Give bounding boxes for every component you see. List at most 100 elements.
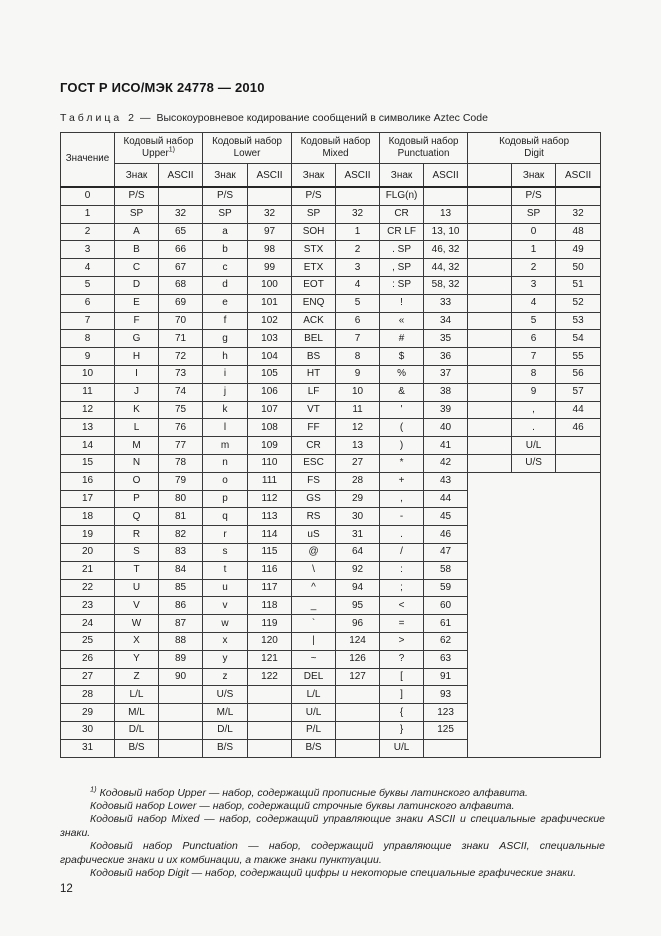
- table-cell: E: [114, 293, 159, 313]
- table-cell: [247, 185, 293, 206]
- table-cell: 50: [555, 258, 602, 277]
- table-cell: 45: [423, 507, 469, 527]
- table-row: 24 W 87 w 119 ` 96 = 61: [60, 614, 601, 633]
- table-cell: STX: [291, 240, 337, 260]
- table-cell: BEL: [291, 329, 337, 349]
- table-cell: Z: [114, 667, 159, 687]
- value-cell: 30: [60, 720, 115, 740]
- value-cell: 0: [60, 185, 115, 206]
- table-cell: [157, 738, 204, 758]
- table-cell: U/L: [291, 703, 337, 722]
- table-cell: 9: [335, 364, 381, 384]
- table-cell: L/L: [291, 685, 337, 705]
- table-cell: FLG(n): [379, 185, 425, 206]
- table-cell: 60: [423, 596, 469, 616]
- table-cell: 1: [335, 222, 381, 242]
- table-row: 13 L 76 l 108 FF 12(40. 46: [60, 418, 602, 438]
- table-cell: L/L: [114, 685, 159, 705]
- table-cell: W: [114, 614, 159, 633]
- table-row: 5 D 68 d 100 EOT 4: SP 58, 32 3 51: [60, 275, 602, 295]
- table-cell: [467, 453, 513, 473]
- table-cell: i: [202, 364, 249, 384]
- table-cell: [467, 364, 513, 384]
- table-cell: ,: [379, 489, 425, 509]
- table-cell: 36: [423, 347, 469, 366]
- table-cell: 78: [157, 453, 204, 473]
- value-cell: 20: [60, 542, 115, 562]
- table-cell: :: [379, 560, 425, 580]
- table-cell: ): [379, 436, 425, 455]
- table-cell: 89: [157, 649, 204, 669]
- table-cell: u: [202, 578, 249, 598]
- table-cell: D/L: [114, 720, 159, 740]
- table-cell: ~: [291, 649, 337, 669]
- footnote-punctuation: Кодовый набор Punctuation — набор, содер…: [60, 840, 605, 866]
- table-cell: `: [291, 614, 337, 633]
- value-cell: 29: [60, 703, 115, 722]
- table-row: 6 E 69 e 101 ENQ 5! 33 4 52: [60, 293, 602, 313]
- table-cell: 98: [247, 240, 293, 260]
- upper-footnote-marker: 1): [168, 146, 175, 154]
- table-cell: 115: [247, 542, 293, 562]
- table-cell: 44: [555, 400, 602, 420]
- table-cell: 77: [157, 436, 204, 455]
- group-upper-line2: Upper1): [142, 146, 175, 159]
- table-cell: 125: [423, 720, 469, 740]
- table-cell: o: [202, 471, 249, 491]
- table-cell: P/S: [511, 185, 557, 206]
- group-lower-line2: Lower: [233, 148, 261, 159]
- table-cell: O: [114, 471, 159, 491]
- table-row: 11 J 74 j 106 LF 10 & 38 9 57: [60, 382, 602, 402]
- table-cell: [467, 436, 513, 455]
- table-cell: r: [202, 525, 249, 544]
- table-cell: %: [379, 364, 425, 384]
- table-row: 0 P/S P/S P/S FLG(n) P/S: [60, 185, 602, 206]
- table-cell: [157, 185, 204, 206]
- table-cell: 126: [335, 649, 381, 669]
- table-cell: «: [379, 311, 425, 331]
- table-cell: [467, 240, 513, 260]
- table-cell: [157, 685, 204, 705]
- table-cell: [335, 185, 381, 206]
- table-cell: 51: [555, 275, 602, 295]
- table-cell: Q: [114, 507, 159, 527]
- table-cell: [335, 685, 381, 705]
- table-cell: 111: [247, 471, 293, 491]
- footnote-digit: Кодовый набор Digit — набор, содержащий …: [90, 866, 577, 879]
- table-cell: [467, 382, 513, 402]
- table-cell: A: [114, 222, 159, 242]
- table-cell: 7: [335, 329, 381, 349]
- table-cell: Y: [114, 649, 159, 669]
- table-cell: 72: [157, 347, 204, 366]
- table-row: 8 G 71 g 103 BEL 7 #35 6 54: [60, 329, 602, 349]
- table-cell: 41: [423, 436, 469, 455]
- value-column-header: Значение: [60, 132, 115, 188]
- table-cell: HT: [291, 364, 337, 384]
- table-cell: DEL: [291, 667, 337, 687]
- table-cell: [555, 453, 602, 473]
- table-cell: 92: [335, 560, 381, 580]
- table-cell: 32: [157, 204, 204, 224]
- table-caption-label: Таблица 2: [60, 112, 137, 124]
- table-cell: ACK: [291, 311, 337, 331]
- table-cell: [157, 720, 204, 740]
- table-cell: H: [114, 347, 159, 366]
- value-cell: 27: [60, 667, 115, 687]
- group-lower-line1: Кодовый набор: [212, 135, 282, 147]
- table-row: 10 I 73 i 105 HT 9% 37 8 56: [60, 364, 602, 384]
- table-cell: 73: [157, 364, 204, 384]
- table-cell: !: [379, 293, 425, 313]
- table-cell: *: [379, 453, 425, 473]
- table-cell: 12: [335, 418, 381, 438]
- table-cell: M: [114, 436, 159, 455]
- value-cell: 24: [60, 614, 115, 633]
- table-row: 2 A 65 a 97 SOH 1 CR LF 13, 10 0 48: [60, 222, 602, 242]
- subheader-ascii-mixed: ASCII: [335, 163, 381, 188]
- table-cell: uS: [291, 525, 337, 544]
- table-cell: N: [114, 453, 159, 473]
- table-cell: 91: [423, 667, 469, 687]
- table-subheader-row: Знак ASCII Знак ASCII Знак ASCII Знак AS…: [61, 163, 602, 188]
- table-cell: CR LF: [379, 222, 425, 242]
- table-cell: 84: [157, 560, 204, 580]
- table-cell: 2: [335, 240, 381, 260]
